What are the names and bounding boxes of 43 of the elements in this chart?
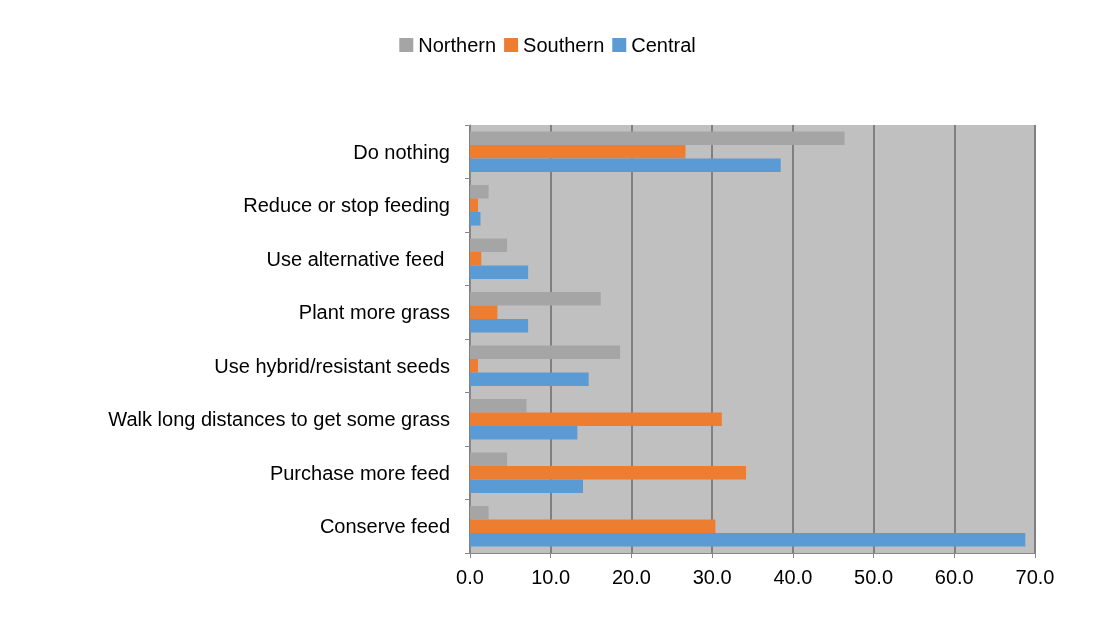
x-tick-label: 60.0 (934, 566, 974, 588)
bar (470, 238, 508, 252)
bar (470, 291, 601, 306)
bar (470, 158, 781, 173)
legend-label: Northern (418, 34, 497, 56)
y-tick-label: Purchase more feed (269, 461, 450, 484)
bar (470, 184, 489, 199)
x-tick-label: 20.0 (611, 566, 651, 588)
bar (470, 305, 498, 320)
bar (470, 398, 527, 413)
y-tick-label: Do nothing (353, 140, 450, 163)
bar (470, 212, 481, 226)
bar (470, 452, 508, 466)
bar (470, 131, 845, 145)
bar (470, 251, 482, 266)
bar (470, 519, 716, 534)
x-tick-label: 50.0 (854, 566, 894, 588)
bar (470, 412, 722, 427)
bar (470, 358, 479, 373)
bar (470, 533, 1026, 547)
y-tick-label: Conserve feed (319, 515, 450, 538)
x-tick-label: 70.0 (1015, 566, 1055, 588)
x-tick-label: 10.0 (531, 566, 571, 588)
legend-label: Southern (523, 34, 605, 56)
bar (470, 465, 747, 480)
bar (470, 505, 489, 520)
x-tick-label: 0.0 (456, 566, 484, 588)
x-tick-label: 40.0 (773, 566, 813, 588)
bar (470, 345, 621, 359)
bar (470, 198, 479, 213)
bar (470, 426, 578, 440)
y-tick-label: Reduce or stop feeding (243, 194, 450, 217)
bar (470, 479, 583, 494)
bar (470, 372, 589, 387)
legend-label: Central (631, 34, 696, 56)
y-tick-label: Plant more grass (298, 301, 450, 324)
bar (470, 319, 529, 333)
y-tick-label: Use hybrid/resistant seeds (214, 354, 450, 377)
bar (470, 265, 529, 280)
x-tick-label: 30.0 (692, 566, 732, 588)
y-tick-label: Walk long distances to get some grass (108, 408, 450, 431)
y-tick-label: Use alternative feed (266, 247, 450, 270)
bar (470, 144, 686, 159)
